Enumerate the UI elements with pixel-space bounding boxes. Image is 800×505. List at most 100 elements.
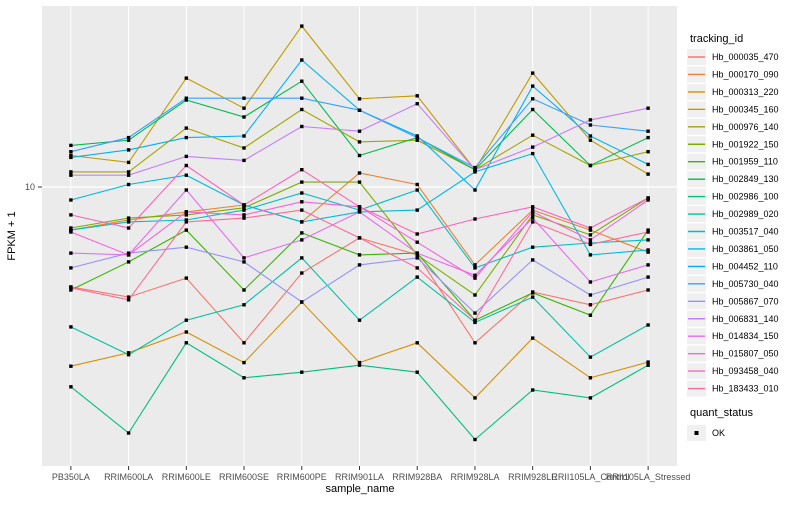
data-point — [184, 341, 188, 345]
data-point — [242, 158, 246, 163]
data-point — [473, 396, 477, 400]
data-point — [126, 295, 131, 299]
data-point — [646, 360, 650, 364]
data-point — [300, 271, 304, 275]
data-point — [184, 210, 188, 214]
data-point — [588, 313, 593, 317]
data-point — [531, 258, 535, 262]
data-point — [357, 236, 362, 240]
data-point — [126, 138, 131, 142]
data-point — [69, 213, 73, 217]
data-point — [69, 153, 73, 158]
data-point — [531, 145, 535, 149]
data-point — [415, 94, 419, 98]
legend-label: Hb_003517_040 — [712, 227, 779, 237]
data-point — [357, 318, 362, 322]
data-point — [415, 266, 419, 270]
legend-label: Hb_001922_150 — [712, 139, 779, 149]
quant-ok-marker — [694, 431, 699, 435]
data-point — [588, 118, 593, 122]
data-point — [646, 198, 650, 202]
x-tick-label: RRIM600PE — [277, 472, 327, 482]
data-point — [184, 76, 188, 80]
data-point — [531, 213, 535, 217]
legend-label: Hb_183433_010 — [712, 384, 779, 394]
data-point — [126, 135, 131, 140]
legend-label: Hb_004452_110 — [712, 261, 778, 271]
data-point — [646, 135, 650, 140]
data-point — [126, 160, 131, 165]
data-point — [300, 256, 304, 260]
data-point — [646, 106, 650, 110]
legend-title-quant: quant_status — [690, 407, 753, 419]
x-tick-label: RRIM600LE — [162, 472, 211, 482]
data-point — [531, 216, 535, 220]
data-point — [473, 311, 477, 315]
data-point — [415, 341, 419, 345]
data-point — [242, 341, 246, 345]
data-point — [69, 251, 73, 255]
data-point — [69, 385, 73, 389]
data-point — [588, 228, 593, 232]
data-point — [646, 238, 650, 242]
data-point — [415, 240, 419, 244]
x-axis-title: sample_name — [325, 483, 394, 495]
data-point — [242, 376, 246, 380]
data-point — [69, 288, 73, 292]
data-point — [300, 231, 304, 235]
data-point — [126, 148, 131, 152]
data-point — [357, 208, 362, 212]
data-point — [588, 376, 593, 380]
data-point — [242, 256, 246, 260]
legend-label: Hb_000313_220 — [712, 87, 779, 97]
data-point — [646, 196, 650, 200]
data-point — [588, 163, 593, 168]
data-point — [242, 146, 246, 150]
data-point — [126, 220, 131, 224]
data-point — [242, 134, 246, 138]
data-point — [531, 107, 535, 112]
legend-label: Hb_002849_130 — [712, 174, 779, 184]
x-tick-label: RRII105LA_Control — [551, 472, 629, 482]
data-point — [531, 97, 535, 101]
legend-label: Hb_005867_070 — [712, 296, 779, 306]
data-point — [473, 168, 477, 172]
data-point — [69, 228, 73, 232]
data-point — [69, 170, 73, 174]
data-point — [588, 226, 593, 230]
data-point — [357, 360, 362, 365]
data-point — [531, 208, 535, 212]
data-point — [242, 288, 246, 292]
data-point — [242, 106, 246, 110]
data-point — [531, 205, 535, 209]
data-point — [473, 276, 477, 280]
data-point — [184, 173, 188, 177]
x-tick-label: RRIM600SE — [219, 472, 269, 482]
data-point — [646, 288, 650, 292]
data-point — [357, 363, 362, 367]
data-point — [242, 115, 246, 119]
data-point — [415, 256, 419, 260]
data-point — [531, 291, 535, 295]
data-point — [126, 173, 131, 177]
data-point — [69, 230, 73, 234]
data-point — [531, 388, 535, 392]
legend-label: Hb_001959_110 — [712, 157, 778, 167]
data-point — [300, 58, 304, 62]
data-point — [473, 341, 477, 345]
data-point — [588, 355, 593, 359]
data-point — [531, 133, 535, 137]
data-point — [126, 182, 131, 187]
data-point — [588, 123, 593, 127]
x-tick-label: RRII105LA_Stressed — [606, 472, 691, 482]
legend-label: Hb_000170_090 — [712, 69, 779, 79]
data-point — [646, 275, 650, 279]
data-point — [242, 213, 246, 217]
data-point — [473, 273, 477, 277]
data-point — [473, 263, 477, 267]
legend-label: Hb_014834_150 — [712, 331, 779, 341]
data-point — [184, 126, 188, 130]
data-point — [126, 298, 131, 302]
legend-label: Hb_005730_040 — [712, 279, 779, 289]
data-point — [300, 24, 304, 28]
